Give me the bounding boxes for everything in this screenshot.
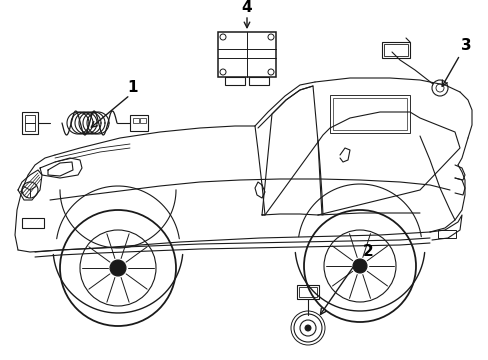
Text: 4: 4	[241, 0, 252, 15]
Circle shape	[305, 325, 310, 331]
Bar	[224, 77, 244, 85]
Bar	[437, 230, 455, 238]
Bar	[248, 77, 268, 85]
Bar	[298, 287, 316, 297]
Text: 3: 3	[460, 39, 470, 54]
Bar	[140, 118, 146, 123]
Bar	[218, 32, 275, 77]
Bar	[25, 115, 35, 123]
Circle shape	[352, 259, 366, 273]
Circle shape	[110, 260, 126, 276]
Bar	[329, 95, 409, 133]
Bar	[383, 44, 407, 56]
Bar	[130, 115, 148, 131]
Bar	[22, 218, 44, 228]
Bar	[133, 118, 139, 123]
Bar	[332, 98, 406, 130]
Bar	[381, 42, 409, 58]
Text: 1: 1	[127, 81, 138, 95]
Bar	[25, 123, 35, 131]
Text: 2: 2	[362, 244, 373, 260]
Bar	[296, 285, 318, 299]
Bar	[22, 112, 38, 134]
